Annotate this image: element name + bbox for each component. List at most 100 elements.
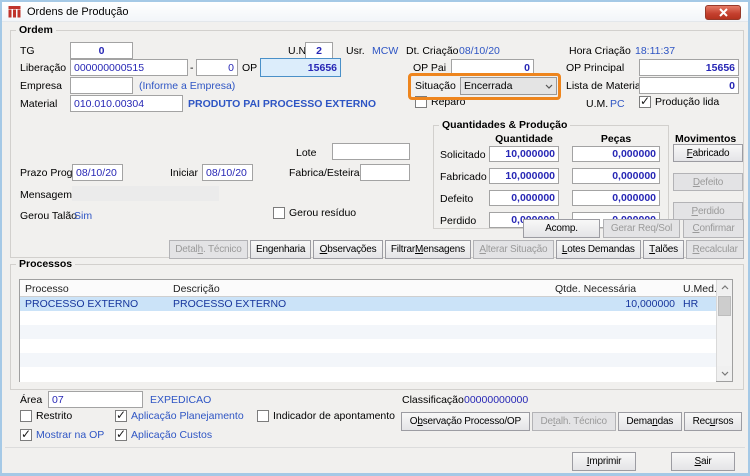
lote-input[interactable] (332, 143, 410, 160)
engenharia-button[interactable]: Engenharia (249, 240, 312, 259)
empty-row (20, 325, 716, 339)
liberacao-separator: - (190, 62, 194, 74)
col-quantidade: Quantidade (495, 133, 553, 145)
empresa-input[interactable] (70, 77, 133, 94)
op-pai-label: OP Pai (413, 62, 447, 74)
liberacao-label: Liberação (20, 62, 67, 74)
processos-group-label: Processos (16, 258, 76, 270)
mensagem-label: Mensagem (20, 189, 72, 201)
solicitado-pecas-input[interactable] (572, 146, 660, 162)
tg-label: TG (20, 45, 35, 57)
lista-materiais-input[interactable] (639, 77, 739, 94)
detalh-tecnico-button[interactable]: Detal h. Técnico (169, 240, 248, 259)
gerou-residuo-checkbox[interactable]: Gerou resíduo (273, 207, 356, 219)
op-label: OP (242, 62, 258, 74)
op-principal-input[interactable] (639, 59, 739, 76)
reparo-checkbox-box (415, 96, 427, 108)
aplicacao-custos-checkbox-label: Aplicação Custos (131, 429, 213, 441)
op-principal-label: OP Principal (566, 62, 625, 74)
producao-lida-checkbox-box (639, 94, 651, 108)
quantidades-group-label: Quantidades & Produção (439, 119, 571, 131)
defeito-quantidade-input[interactable] (489, 190, 559, 206)
cell-qtde: 10,000000 (625, 298, 675, 310)
fabrica-esteira-input[interactable] (360, 164, 410, 181)
hora-criacao-label: Hora Criação (569, 45, 631, 57)
chevron-down-icon (545, 84, 553, 89)
restrito-checkbox[interactable]: Restrito (20, 410, 72, 422)
producao-lida-checkbox-label: Produção lida (655, 96, 720, 108)
aplicacao-custos-checkbox[interactable]: Aplicação Custos (115, 427, 213, 441)
producao-lida-checkbox[interactable]: Produção lida (639, 94, 720, 108)
reparo-checkbox-label: Reparo (431, 96, 466, 108)
empresa-label: Empresa (20, 80, 63, 92)
fabrica-esteira-label: Fabrica/Esteira (289, 167, 360, 179)
liberacao-seq-input[interactable] (196, 59, 238, 76)
defeito-pecas-input[interactable] (572, 190, 660, 206)
empty-row (20, 311, 716, 325)
aplicacao-planejamento-checkbox-box (115, 408, 127, 422)
indicador-apontamento-checkbox[interactable]: Indicador de apontamento (257, 410, 395, 422)
mostrar-na-op-checkbox[interactable]: Mostrar na OP (20, 427, 104, 441)
fabricado-label: Fabricado (440, 171, 487, 183)
un-input[interactable] (305, 42, 333, 59)
table-row[interactable]: PROCESSO EXTERNO PROCESSO EXTERNO 10,000… (20, 297, 716, 311)
acomp-button[interactable]: Acomp. (523, 219, 600, 238)
reparo-checkbox[interactable]: Reparo (415, 96, 465, 108)
scroll-down-button[interactable] (717, 366, 732, 381)
fabricado-quantidade-input[interactable] (489, 168, 559, 184)
area-descricao: EXPEDICAO (150, 394, 212, 406)
iniciar-input[interactable] (202, 164, 253, 181)
op-input[interactable] (260, 58, 341, 77)
app-icon (8, 5, 21, 18)
empty-row (20, 353, 716, 367)
prazo-progr-input[interactable] (72, 164, 123, 181)
detalh-tecnico-processo-button[interactable]: De t alh. Técnico (531, 412, 616, 431)
close-button[interactable] (705, 5, 741, 20)
aplicacao-planejamento-checkbox[interactable]: Aplicação Planejamento (115, 408, 244, 422)
demandas-button[interactable]: Dema n das (617, 412, 682, 431)
situacao-select[interactable]: Encerrada (460, 77, 557, 95)
dt-criacao-value: 08/10/20 (459, 45, 500, 57)
liberacao-input[interactable] (70, 59, 188, 76)
ordem-group-label: Ordem (16, 24, 56, 36)
gerar-req-sol-button[interactable]: Gerar Req/Sol (603, 219, 680, 238)
gerou-talao-value: Sim (74, 210, 93, 222)
material-descricao: PRODUTO PAI PROCESSO EXTERNO (188, 98, 377, 110)
table-scrollbar[interactable] (716, 280, 732, 381)
fabricado-pecas-input[interactable] (572, 168, 660, 184)
classificacao-label: Classificação (402, 394, 464, 406)
area-input[interactable] (48, 391, 143, 408)
col-umed: U.Med. (683, 283, 717, 295)
usr-label: Usr. (346, 45, 365, 57)
material-input[interactable] (70, 95, 183, 112)
op-pai-input[interactable] (451, 59, 534, 76)
titlebar: Ordens de Produção (2, 2, 748, 22)
scroll-thumb[interactable] (718, 296, 731, 316)
aplicacao-planejamento-checkbox-label: Aplicação Planejamento (131, 410, 244, 422)
cell-umed: HR (683, 298, 699, 310)
prazo-progr-label: Prazo Progr. (20, 167, 79, 179)
window-title: Ordens de Produção (27, 5, 129, 18)
indicador-apontamento-checkbox-label: Indicador de apontamento (273, 410, 396, 422)
gerou-residuo-checkbox-box (273, 207, 285, 219)
processos-group: Processos (10, 258, 744, 390)
solicitado-quantidade-input[interactable] (489, 146, 559, 162)
tg-input[interactable] (70, 42, 133, 59)
scroll-up-button[interactable] (717, 280, 732, 295)
restrito-checkbox-box (20, 410, 32, 422)
recursos-button[interactable]: Rec u rsos (683, 412, 743, 431)
